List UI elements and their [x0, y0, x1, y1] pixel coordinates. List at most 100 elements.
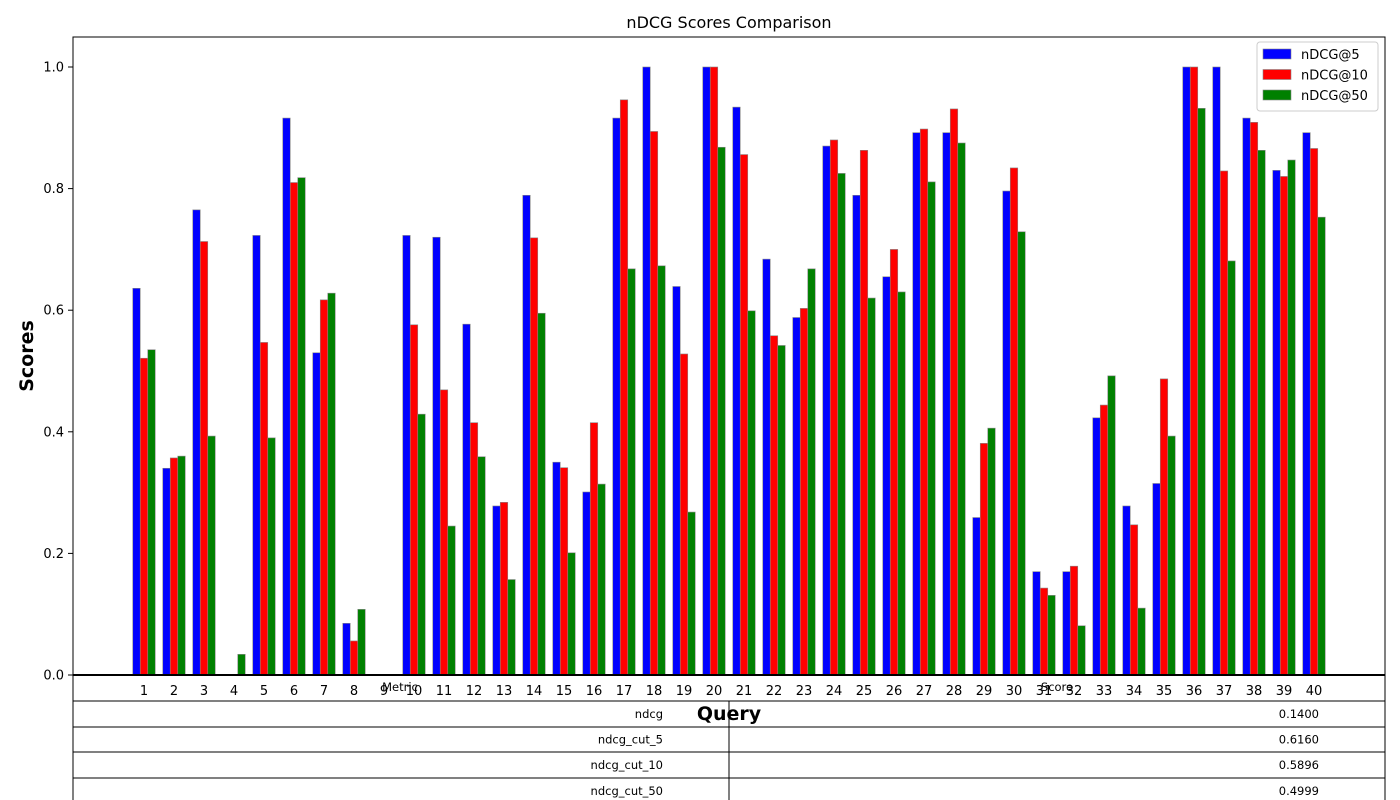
- bar-ndcg-at-50-query-40: [1317, 216, 1326, 676]
- x-tick-label-13: 13: [496, 684, 513, 699]
- bar-ndcg-at-10-query-27: [919, 128, 929, 676]
- x-tick-label-19: 19: [676, 684, 693, 699]
- bar-ndcg-at-5-query-33: [1092, 417, 1101, 676]
- x-tick-label-22: 22: [766, 684, 783, 699]
- x-tick-label-33: 33: [1096, 684, 1113, 699]
- bar-ndcg-at-10-query-21: [739, 154, 749, 676]
- x-tick-label-28: 28: [946, 684, 963, 699]
- bar-ndcg-at-50-query-38: [1257, 150, 1266, 676]
- bar-ndcg-at-5-query-26: [882, 276, 891, 676]
- bar-ndcg-at-5-query-7: [312, 352, 321, 676]
- bar-ndcg-at-5-query-25: [852, 194, 861, 676]
- x-tick-label-9: 9: [380, 684, 388, 699]
- bar-ndcg-at-10-query-11: [439, 389, 449, 676]
- bar-ndcg-at-50-query-34: [1137, 607, 1146, 676]
- bar-ndcg-at-50-query-12: [477, 456, 486, 676]
- bar-ndcg-at-10-query-40: [1309, 148, 1319, 676]
- bar-ndcg-at-10-query-35: [1159, 378, 1169, 676]
- bar-ndcg-at-5-query-35: [1152, 483, 1161, 676]
- bar-ndcg-at-10-query-38: [1249, 122, 1259, 676]
- bar-ndcg-at-10-query-28: [949, 108, 959, 676]
- bar-ndcg-at-10-query-17: [619, 99, 629, 676]
- x-tick-label-21: 21: [736, 684, 753, 699]
- x-tick-label-5: 5: [260, 684, 268, 699]
- bar-ndcg-at-10-query-5: [259, 342, 269, 676]
- metrics-table: Metric Score ndcg 0.1400 ndcg_cut_5 0.6160 ndc…: [72, 675, 1386, 800]
- bar-ndcg-at-5-query-11: [432, 236, 441, 676]
- bar-ndcg-at-10-query-15: [559, 467, 569, 676]
- x-axis-label: Query: [697, 703, 762, 725]
- y-tick-label: 0.0: [43, 669, 64, 684]
- bar-ndcg-at-10-query-36: [1189, 66, 1199, 676]
- x-tick-label-1: 1: [140, 684, 148, 699]
- table-cell-score: 0.6160: [1279, 733, 1319, 747]
- bar-ndcg-at-50-query-18: [657, 265, 666, 676]
- y-tick-label: 1.0: [43, 61, 64, 76]
- x-tick-label-25: 25: [856, 684, 873, 699]
- bar-ndcg-at-50-query-33: [1107, 375, 1116, 676]
- table-cell-score: 0.1400: [1279, 707, 1319, 721]
- x-tick-label-35: 35: [1156, 684, 1173, 699]
- x-tick-label-2: 2: [170, 684, 178, 699]
- bar-ndcg-at-50-query-39: [1287, 159, 1296, 676]
- bar-ndcg-at-10-query-19: [679, 353, 689, 676]
- x-tick-label-3: 3: [200, 684, 208, 699]
- bar-ndcg-at-50-query-17: [627, 268, 636, 676]
- bar-ndcg-at-5-query-28: [942, 132, 951, 676]
- x-tick-label-37: 37: [1216, 684, 1233, 699]
- bar-ndcg-at-10-query-24: [829, 139, 839, 676]
- table-header-metric: Metric: [382, 680, 418, 694]
- bar-ndcg-at-5-query-22: [762, 258, 771, 676]
- legend: nDCG@5 nDCG@10 nDCG@50: [1256, 41, 1379, 112]
- bar-ndcg-at-5-query-27: [912, 132, 921, 676]
- bar-ndcg-at-10-query-20: [709, 66, 719, 676]
- bar-ndcg-at-50-query-36: [1197, 108, 1206, 676]
- bar-ndcg-at-5-query-8: [342, 623, 351, 676]
- y-tick-label: 0.2: [43, 547, 64, 562]
- legend-swatch-ndcg-at-50: [1262, 89, 1292, 101]
- bar-ndcg-at-10-query-32: [1069, 565, 1079, 676]
- bar-ndcg-at-5-query-3: [192, 209, 201, 676]
- bar-ndcg-at-5-query-19: [672, 286, 681, 676]
- bar-ndcg-at-50-query-14: [537, 312, 546, 676]
- x-tick-label-39: 39: [1276, 684, 1293, 699]
- bar-ndcg-at-5-query-17: [612, 117, 621, 676]
- bar-ndcg-at-5-query-14: [522, 194, 531, 676]
- x-tick-label-29: 29: [976, 684, 993, 699]
- bar-ndcg-at-10-query-2: [169, 457, 179, 676]
- x-tick-label-16: 16: [586, 684, 603, 699]
- bar-ndcg-at-50-query-23: [807, 268, 816, 676]
- table-cell-metric: ndcg_cut_10: [591, 758, 663, 772]
- bar-ndcg-at-50-query-32: [1077, 625, 1086, 676]
- x-tick-label-17: 17: [616, 684, 633, 699]
- x-tick-label-11: 11: [436, 684, 453, 699]
- bar-ndcg-at-5-query-30: [1002, 190, 1011, 676]
- bar-ndcg-at-50-query-31: [1047, 595, 1056, 676]
- bar-ndcg-at-50-query-4: [237, 654, 246, 676]
- x-tick-label-27: 27: [916, 684, 933, 699]
- bar-ndcg-at-50-query-24: [837, 173, 846, 676]
- x-tick-label-4: 4: [230, 684, 238, 699]
- bar-ndcg-at-10-query-12: [469, 422, 479, 676]
- bar-ndcg-at-50-query-3: [207, 435, 216, 676]
- bar-ndcg-at-5-query-20: [702, 66, 711, 676]
- x-tick-label-24: 24: [826, 684, 843, 699]
- bar-ndcg-at-10-query-39: [1279, 176, 1289, 676]
- y-tick-label: 0.6: [43, 304, 64, 319]
- legend-label-ndcg-at-50: nDCG@50: [1301, 89, 1368, 104]
- x-tick-label-15: 15: [556, 684, 573, 699]
- bar-ndcg-at-5-query-12: [462, 323, 471, 676]
- bar-ndcg-at-5-query-6: [282, 117, 291, 676]
- bar-ndcg-at-5-query-10: [402, 235, 411, 676]
- bar-ndcg-at-50-query-20: [717, 146, 726, 676]
- table-header-score: Score: [1041, 680, 1073, 694]
- bar-ndcg-at-10-query-6: [289, 182, 299, 676]
- bar-ndcg-at-50-query-13: [507, 579, 516, 676]
- x-tick-label-26: 26: [886, 684, 903, 699]
- legend-label-ndcg-at-5: nDCG@5: [1301, 48, 1360, 63]
- bar-ndcg-at-50-query-27: [927, 181, 936, 676]
- bar-ndcg-at-50-query-25: [867, 297, 876, 676]
- table-cell-metric: ndcg: [635, 707, 663, 721]
- bar-ndcg-at-50-query-15: [567, 552, 576, 676]
- bar-ndcg-at-10-query-30: [1009, 167, 1019, 676]
